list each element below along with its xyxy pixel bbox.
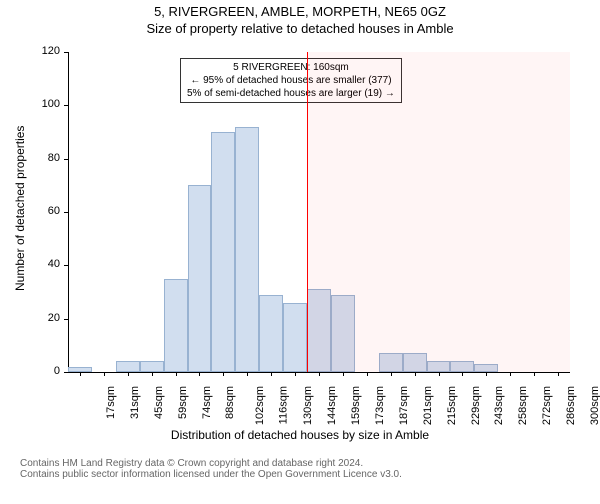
x-tick-label: 130sqm xyxy=(302,386,314,425)
x-tick-label: 116sqm xyxy=(278,386,290,424)
x-tick-label: 17sqm xyxy=(105,386,117,419)
y-tick xyxy=(64,212,68,213)
y-tick xyxy=(64,265,68,266)
x-tick xyxy=(223,372,224,376)
y-tick xyxy=(64,319,68,320)
histogram-bar xyxy=(188,185,212,372)
y-tick-label: 120 xyxy=(30,45,60,57)
x-tick-label: 59sqm xyxy=(177,386,189,419)
x-tick xyxy=(199,372,200,376)
x-tick-label: 102sqm xyxy=(255,386,267,425)
y-tick-label: 40 xyxy=(30,258,60,270)
x-tick-label: 215sqm xyxy=(446,386,458,425)
x-tick xyxy=(152,372,153,376)
x-tick-label: 45sqm xyxy=(153,386,165,419)
x-tick xyxy=(558,372,559,376)
x-tick xyxy=(510,372,511,376)
y-axis-line xyxy=(68,52,69,372)
histogram-bar xyxy=(235,127,259,372)
y-tick xyxy=(64,159,68,160)
x-tick xyxy=(343,372,344,376)
x-tick-label: 144sqm xyxy=(326,386,338,425)
chart-container: 5, RIVERGREEN, AMBLE, MORPETH, NE65 0GZ … xyxy=(0,4,600,504)
x-tick xyxy=(271,372,272,376)
marker-line xyxy=(307,52,308,372)
y-tick xyxy=(64,372,68,373)
x-tick-label: 88sqm xyxy=(225,386,237,419)
y-tick xyxy=(64,52,68,53)
y-tick-label: 0 xyxy=(30,365,60,377)
y-tick-label: 60 xyxy=(30,205,60,217)
x-tick xyxy=(247,372,248,376)
histogram-bar xyxy=(164,279,188,372)
x-tick xyxy=(415,372,416,376)
x-tick xyxy=(486,372,487,376)
x-tick-label: 300sqm xyxy=(589,386,600,425)
x-tick xyxy=(176,372,177,376)
x-tick-label: 258sqm xyxy=(517,386,529,425)
histogram-bar xyxy=(259,295,283,372)
x-tick-label: 286sqm xyxy=(565,386,577,425)
y-axis-label: Number of detached properties xyxy=(13,131,27,291)
x-tick xyxy=(104,372,105,376)
y-tick xyxy=(64,105,68,106)
y-tick-label: 80 xyxy=(30,152,60,164)
chart-title-2: Size of property relative to detached ho… xyxy=(0,21,600,36)
x-tick-label: 173sqm xyxy=(374,386,386,425)
x-tick-label: 243sqm xyxy=(494,386,506,425)
x-tick-label: 201sqm xyxy=(422,386,434,425)
footer-line-2: Contains public sector information licen… xyxy=(20,469,402,480)
x-tick xyxy=(439,372,440,376)
x-tick-label: 74sqm xyxy=(201,386,213,419)
chart-title-1: 5, RIVERGREEN, AMBLE, MORPETH, NE65 0GZ xyxy=(0,4,600,19)
histogram-bar xyxy=(140,361,164,372)
histogram-bar xyxy=(116,361,140,372)
x-tick-label: 272sqm xyxy=(541,386,553,425)
x-tick xyxy=(128,372,129,376)
x-axis-label: Distribution of detached houses by size … xyxy=(0,428,600,442)
x-tick xyxy=(391,372,392,376)
x-tick xyxy=(367,372,368,376)
y-tick-label: 100 xyxy=(30,98,60,110)
footer-line-1: Contains HM Land Registry data © Crown c… xyxy=(20,458,402,469)
histogram-bar xyxy=(283,303,307,372)
x-tick xyxy=(319,372,320,376)
marker-shade xyxy=(307,52,570,372)
x-tick xyxy=(295,372,296,376)
x-tick-label: 187sqm xyxy=(398,386,410,425)
x-tick-label: 229sqm xyxy=(470,386,482,425)
x-tick xyxy=(80,372,81,376)
x-tick xyxy=(534,372,535,376)
x-tick-label: 159sqm xyxy=(350,386,362,425)
x-tick-label: 31sqm xyxy=(129,386,141,419)
y-tick-label: 20 xyxy=(30,312,60,324)
histogram-bar xyxy=(211,132,235,372)
x-tick xyxy=(462,372,463,376)
footer: Contains HM Land Registry data © Crown c… xyxy=(0,458,402,480)
